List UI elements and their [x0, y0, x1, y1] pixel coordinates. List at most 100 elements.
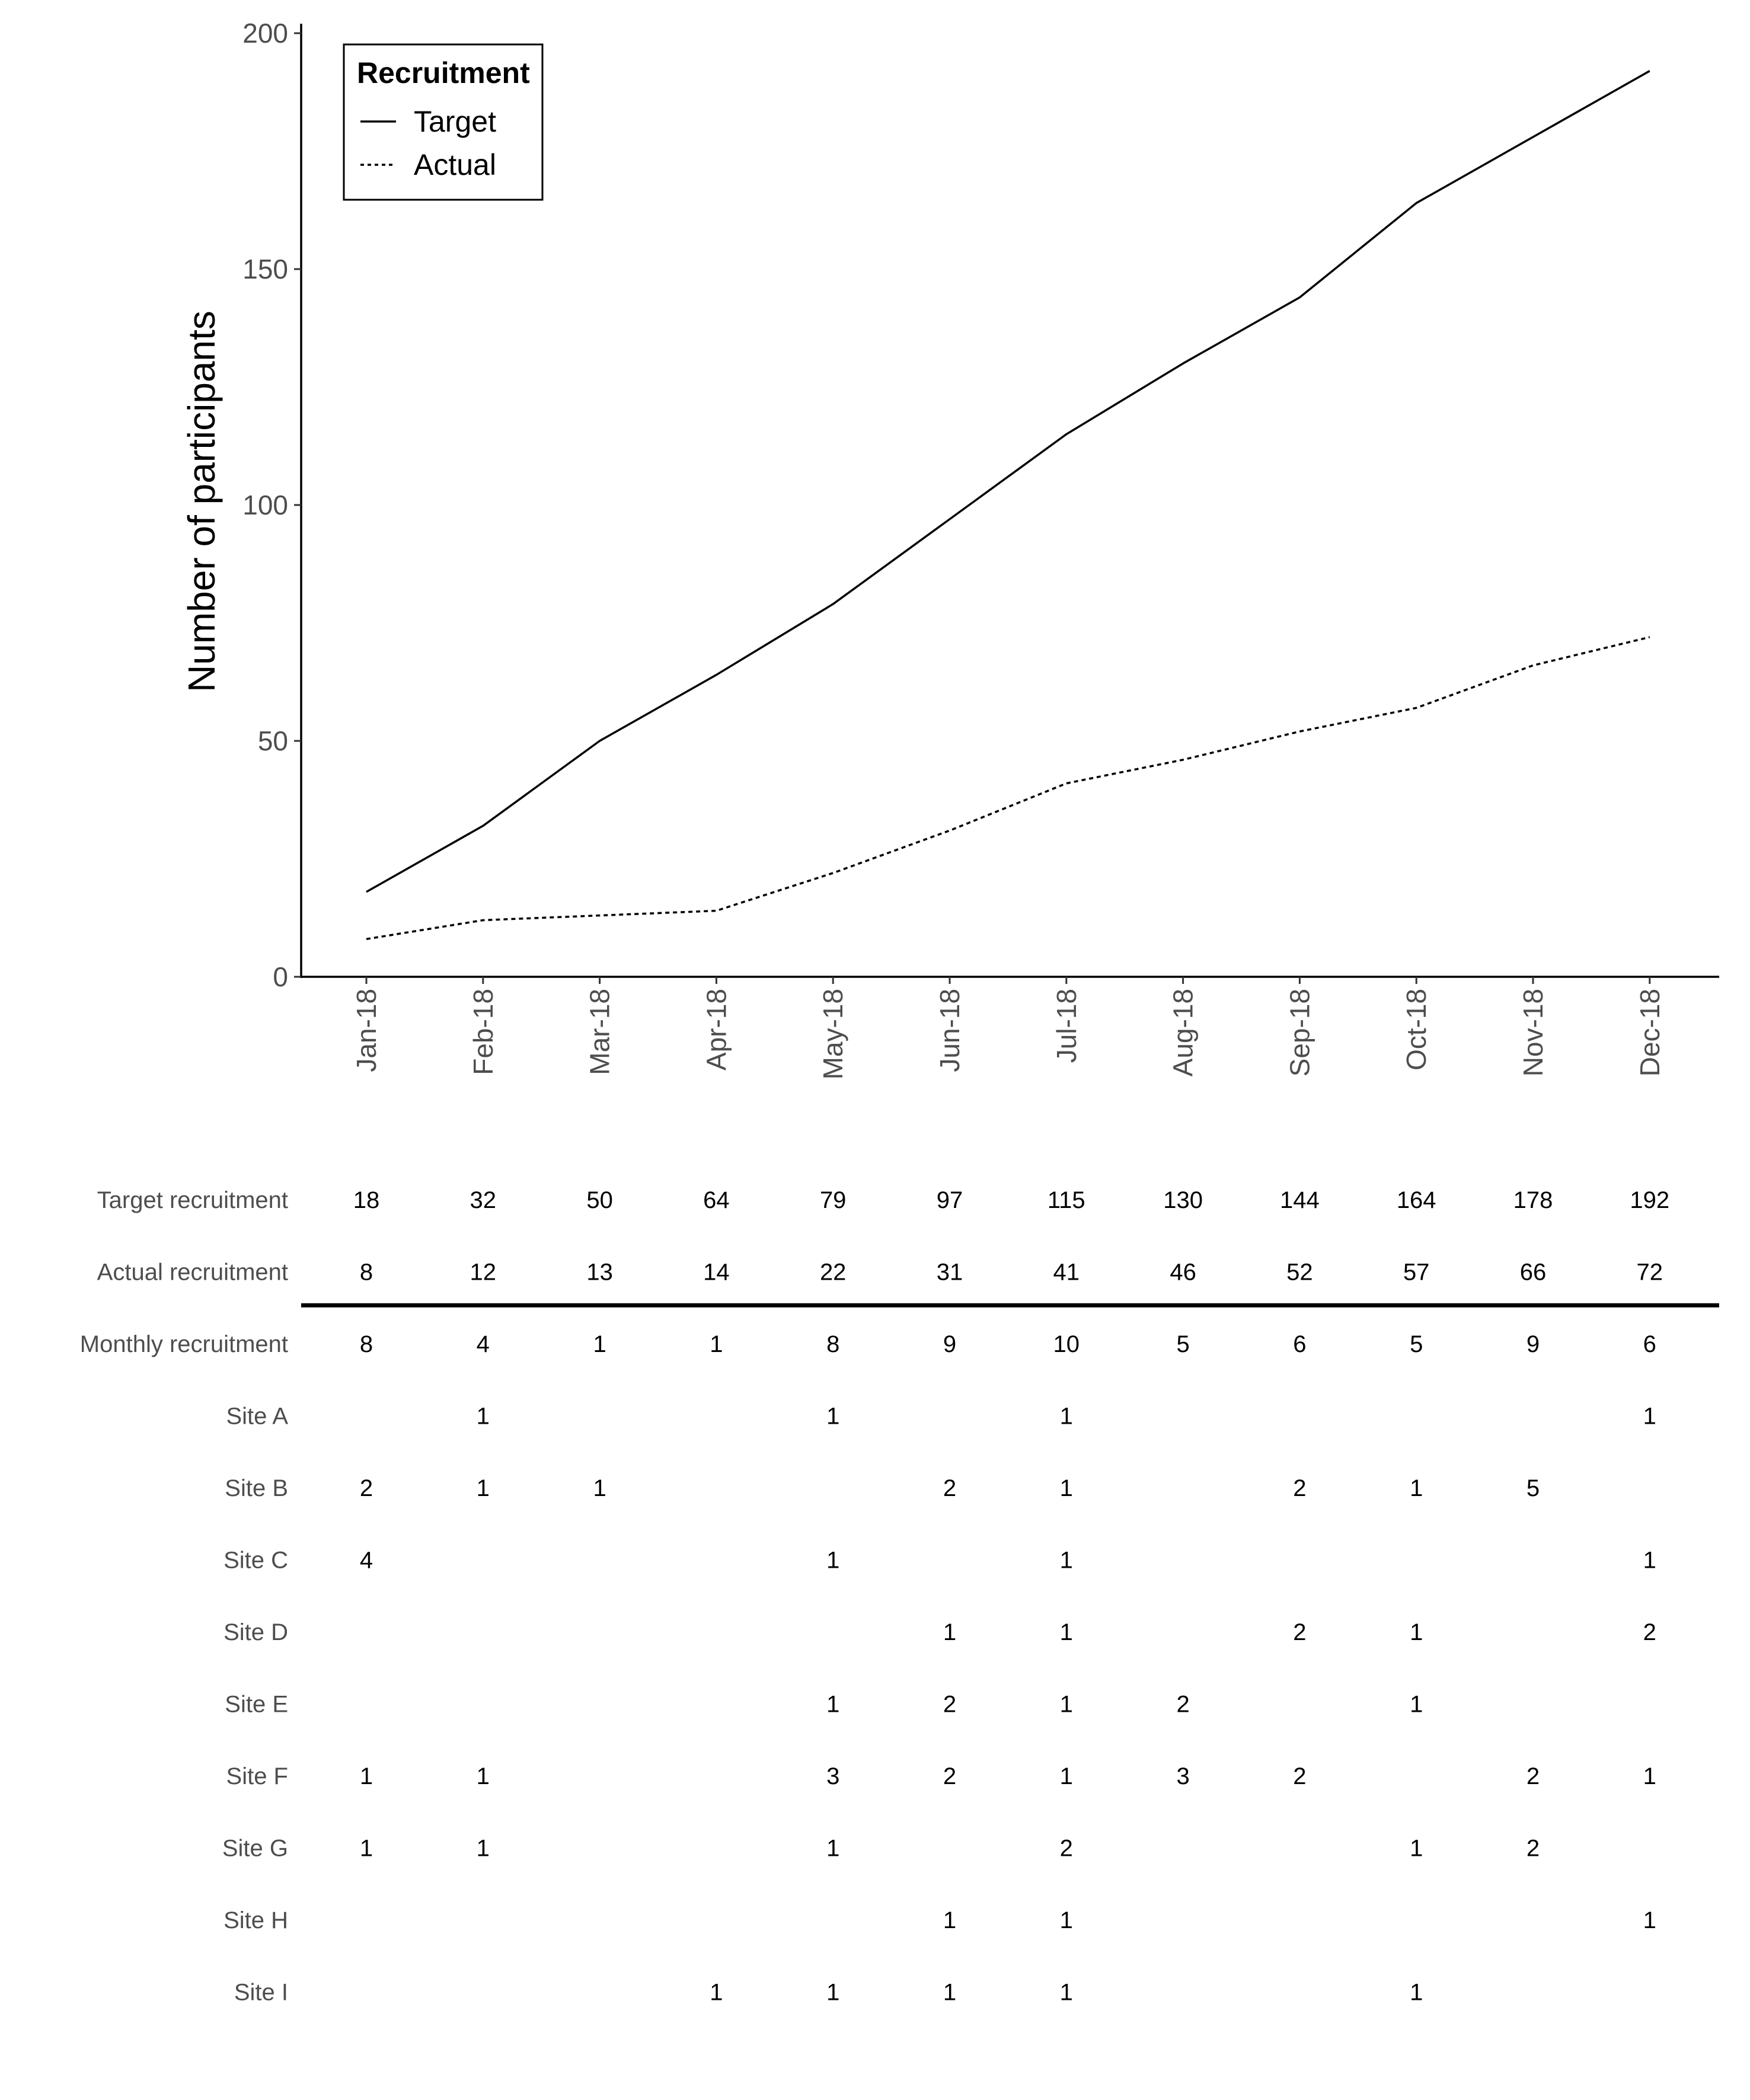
table-cell: 52 — [1286, 1260, 1313, 1286]
table-cell: 1 — [1643, 1763, 1656, 1789]
table-row-label: Target recruitment — [97, 1187, 288, 1213]
table-cell: 2 — [1293, 1475, 1306, 1501]
table-cell: 72 — [1637, 1260, 1663, 1286]
x-tick-label: Feb-18 — [468, 989, 499, 1075]
table-cell: 1 — [1060, 1692, 1073, 1718]
table-cell: 130 — [1163, 1187, 1203, 1213]
table-cell: 14 — [703, 1260, 730, 1286]
table-cell: 1 — [1410, 1980, 1423, 2006]
table-cell: 1 — [477, 1763, 490, 1789]
table-cell: 1 — [360, 1763, 373, 1789]
series-line-actual — [366, 636, 1650, 941]
table-cell: 1 — [1410, 1692, 1423, 1718]
table-row-label: Monthly recruitment — [80, 1331, 288, 1357]
table-row-label: Site C — [223, 1548, 288, 1574]
x-tick-label: Apr-18 — [701, 989, 732, 1070]
table-cell: 1 — [943, 1980, 956, 2006]
series-line-target — [366, 70, 1650, 893]
table-cell: 1 — [1410, 1475, 1423, 1501]
table-cell: 9 — [1527, 1331, 1540, 1357]
table-row-label: Site G — [222, 1836, 288, 1862]
table-cell: 4 — [360, 1548, 373, 1574]
table-cell: 32 — [470, 1187, 497, 1213]
y-tick-label: 200 — [242, 18, 288, 49]
table-cell: 12 — [470, 1260, 497, 1286]
table-cell: 2 — [943, 1692, 956, 1718]
table-row-label: Site D — [223, 1619, 288, 1645]
y-tick-label: 150 — [242, 254, 288, 285]
table-cell: 2 — [1643, 1619, 1656, 1645]
table-cell: 8 — [360, 1331, 373, 1357]
table-cell: 50 — [586, 1187, 613, 1213]
table-cell: 164 — [1397, 1187, 1436, 1213]
table-cell: 1 — [593, 1475, 606, 1501]
table-cell: 57 — [1403, 1260, 1430, 1286]
table-cell: 2 — [1527, 1763, 1540, 1789]
table-cell: 1 — [826, 1404, 839, 1430]
table-cell: 2 — [1176, 1692, 1189, 1718]
table-cell: 1 — [1643, 1907, 1656, 1933]
table-cell: 31 — [937, 1260, 963, 1286]
table-cell: 5 — [1527, 1475, 1540, 1501]
table-cell: 10 — [1053, 1331, 1080, 1357]
table-cell: 1 — [1060, 1763, 1073, 1789]
table-cell: 46 — [1170, 1260, 1196, 1286]
legend-label-target: Target — [414, 105, 496, 138]
table-row-label: Site A — [226, 1404, 288, 1430]
table-cell: 1 — [943, 1619, 956, 1645]
table-cell: 115 — [1048, 1187, 1085, 1213]
table-cell: 1 — [943, 1907, 956, 1933]
table-cell: 5 — [1410, 1331, 1423, 1357]
table-cell: 1 — [826, 1548, 839, 1574]
x-tick-label: Mar-18 — [585, 989, 615, 1075]
table-cell: 1 — [710, 1980, 723, 2006]
table-cell: 1 — [1060, 1548, 1073, 1574]
table-cell: 4 — [477, 1331, 490, 1357]
table-cell: 3 — [1176, 1763, 1189, 1789]
table-cell: 1 — [1060, 1475, 1073, 1501]
table-cell: 1 — [1060, 1619, 1073, 1645]
table-cell: 22 — [820, 1260, 847, 1286]
table-cell: 2 — [1060, 1836, 1073, 1862]
table-cell: 8 — [826, 1331, 839, 1357]
table-cell: 79 — [820, 1187, 847, 1213]
table-cell: 1 — [826, 1836, 839, 1862]
table-cell: 1 — [1643, 1548, 1656, 1574]
table-cell: 1 — [1410, 1619, 1423, 1645]
table-cell: 1 — [826, 1692, 839, 1718]
x-tick-label: Nov-18 — [1518, 989, 1548, 1076]
table-cell: 1 — [360, 1836, 373, 1862]
table-cell: 13 — [586, 1260, 613, 1286]
table-row-label: Site H — [223, 1907, 288, 1933]
table-cell: 1 — [826, 1980, 839, 2006]
x-tick-label: May-18 — [817, 989, 848, 1079]
table-cell: 1 — [710, 1331, 723, 1357]
table-cell: 1 — [1410, 1836, 1423, 1862]
legend-label-actual: Actual — [414, 148, 496, 181]
table-cell: 2 — [1293, 1763, 1306, 1789]
table-cell: 8 — [360, 1260, 373, 1286]
x-tick-label: Jun-18 — [934, 989, 965, 1072]
table-cell: 66 — [1520, 1260, 1547, 1286]
table-cell: 2 — [943, 1763, 956, 1789]
table-cell: 9 — [943, 1331, 956, 1357]
table-row-label: Site F — [226, 1763, 288, 1789]
table-cell: 2 — [1527, 1836, 1540, 1862]
table-cell: 64 — [703, 1187, 730, 1213]
table-cell: 2 — [360, 1475, 373, 1501]
x-tick-label: Oct-18 — [1401, 989, 1432, 1070]
y-tick-label: 0 — [273, 961, 288, 992]
table-cell: 5 — [1176, 1331, 1189, 1357]
table-cell: 144 — [1280, 1187, 1320, 1213]
axes — [300, 24, 1719, 978]
x-tick-label: Sep-18 — [1284, 989, 1315, 1076]
table-cell: 41 — [1053, 1260, 1080, 1286]
y-tick-label: 50 — [258, 725, 288, 756]
table-cell: 192 — [1630, 1187, 1669, 1213]
table-cell: 1 — [477, 1475, 490, 1501]
y-tick-label: 100 — [242, 490, 288, 520]
table-cell: 6 — [1293, 1331, 1306, 1357]
table-cell: 1 — [1643, 1404, 1656, 1430]
legend: Recruitment Target Actual — [343, 43, 544, 201]
x-tick-label: Dec-18 — [1634, 989, 1665, 1076]
